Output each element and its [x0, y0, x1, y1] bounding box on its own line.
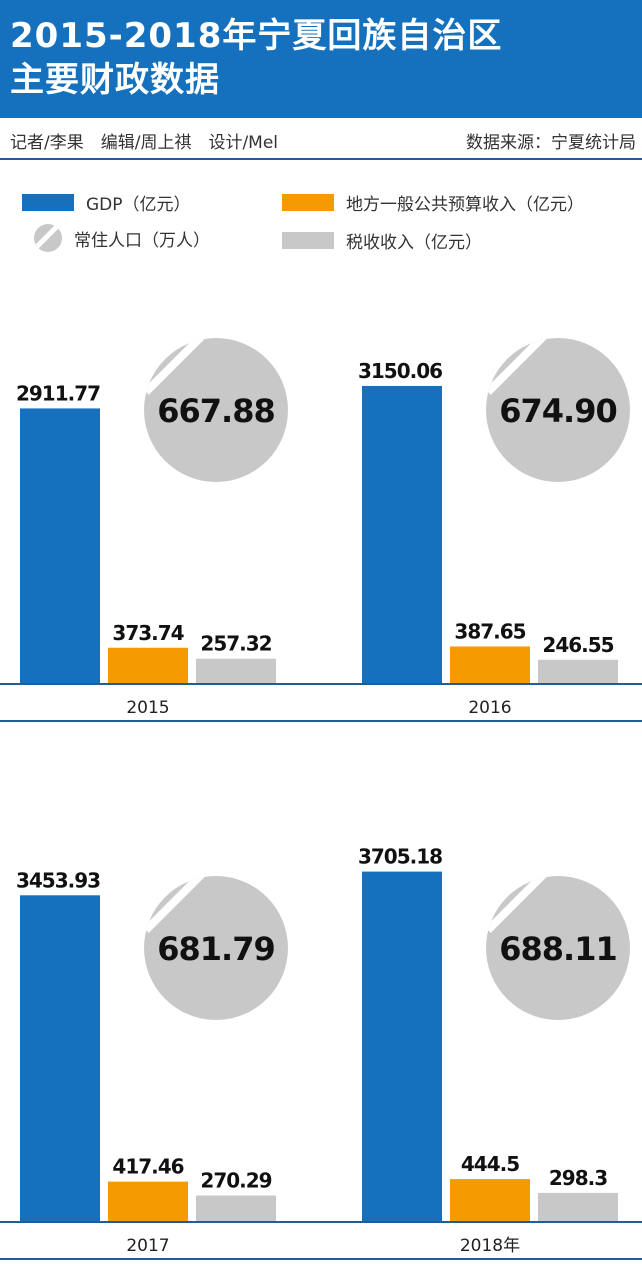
bar-tax-value-label: 270.29 [200, 1169, 271, 1193]
bar-tax-value-label: 246.55 [542, 633, 613, 657]
credits-source: 数据来源：宁夏统计局 [466, 133, 636, 153]
bar-gdp-value-label: 3150.06 [358, 359, 442, 383]
legend-gdp-label: GDP（亿元） [86, 195, 191, 215]
population-value-label: 681.79 [157, 930, 274, 968]
bar-budget [450, 646, 530, 683]
bar-tax-value-label: 298.3 [549, 1166, 607, 1190]
bar-tax [196, 1195, 276, 1221]
population-value-label: 667.88 [157, 392, 274, 430]
divider-row2 [0, 1221, 642, 1223]
population-value-label: 688.11 [499, 930, 616, 968]
legend-tax-label: 税收收入（亿元） [346, 233, 482, 253]
title-line-2: 主要财政数据 [10, 60, 220, 100]
title-line-1: 2015-2018年宁夏回族自治区 [10, 16, 503, 56]
bar-budget [108, 647, 188, 683]
population-stripe [486, 338, 551, 395]
year-label: 2017 [126, 1236, 169, 1256]
population-stripe [486, 876, 551, 933]
bar-tax [538, 659, 618, 683]
bar-budget-value-label: 387.65 [454, 619, 525, 643]
chart-panel-2017: 681.79 3453.93 417.46 270.29 2017 [16, 868, 288, 1256]
bar-tax [538, 1192, 618, 1221]
population-circle [144, 876, 288, 1020]
chart-panel-2018年: 688.11 3705.18 444.5 298.3 2018年 [358, 845, 630, 1256]
population-value-label: 674.90 [499, 392, 616, 430]
bar-budget [108, 1181, 188, 1221]
divider-row1 [0, 683, 642, 685]
year-label: 2018年 [460, 1236, 520, 1256]
bar-gdp [20, 408, 100, 683]
bar-budget [450, 1179, 530, 1221]
legend-gdp: GDP（亿元） [22, 190, 191, 215]
divider-row1-bottom [0, 720, 642, 722]
title-banner: 2015-2018年宁夏回族自治区 主要财政数据 [0, 0, 642, 118]
legend-tax-swatch [282, 232, 334, 249]
divider-row2-bottom [0, 1258, 642, 1260]
legend-budget: 地方一般公共预算收入（亿元） [282, 190, 584, 215]
legend-population-label: 常住人口（万人） [74, 230, 210, 251]
bar-budget-value-label: 417.46 [112, 1155, 183, 1179]
legend-gdp-swatch [22, 194, 74, 211]
legend-tax: 税收收入（亿元） [282, 228, 482, 253]
divider-top [0, 158, 642, 160]
bar-gdp [20, 895, 100, 1221]
bar-tax-value-label: 257.32 [200, 632, 271, 656]
bar-gdp-value-label: 3705.18 [358, 845, 442, 869]
bar-budget-value-label: 373.74 [112, 621, 183, 645]
credits-authors: 记者/李果 编辑/周上祺 设计/Mel [10, 133, 279, 153]
bar-budget-value-label: 444.5 [461, 1152, 519, 1176]
bar-gdp-value-label: 2911.77 [16, 381, 100, 405]
legend-population: 常住人口（万人） [34, 224, 210, 252]
population-stripe [144, 338, 209, 395]
bar-gdp [362, 385, 442, 683]
credits-row: 记者/李果 编辑/周上祺 设计/Mel 数据来源：宁夏统计局 [10, 128, 636, 153]
bar-tax [196, 658, 276, 683]
legend-budget-swatch [282, 194, 334, 211]
bar-gdp [362, 871, 442, 1221]
population-stripe [144, 876, 209, 933]
chart-panel-2016: 674.90 3150.06 387.65 246.55 2016 [358, 338, 630, 718]
bar-gdp-value-label: 3453.93 [16, 868, 100, 892]
population-circle [486, 876, 630, 1020]
population-circle [144, 338, 288, 482]
year-label: 2016 [468, 698, 511, 718]
legend-population-swatch [34, 224, 62, 252]
legend-budget-label: 地方一般公共预算收入（亿元） [346, 195, 584, 215]
chart-panel-2015: 667.88 2911.77 373.74 257.32 2015 [16, 338, 288, 718]
population-circle [486, 338, 630, 482]
year-label: 2015 [126, 698, 169, 718]
